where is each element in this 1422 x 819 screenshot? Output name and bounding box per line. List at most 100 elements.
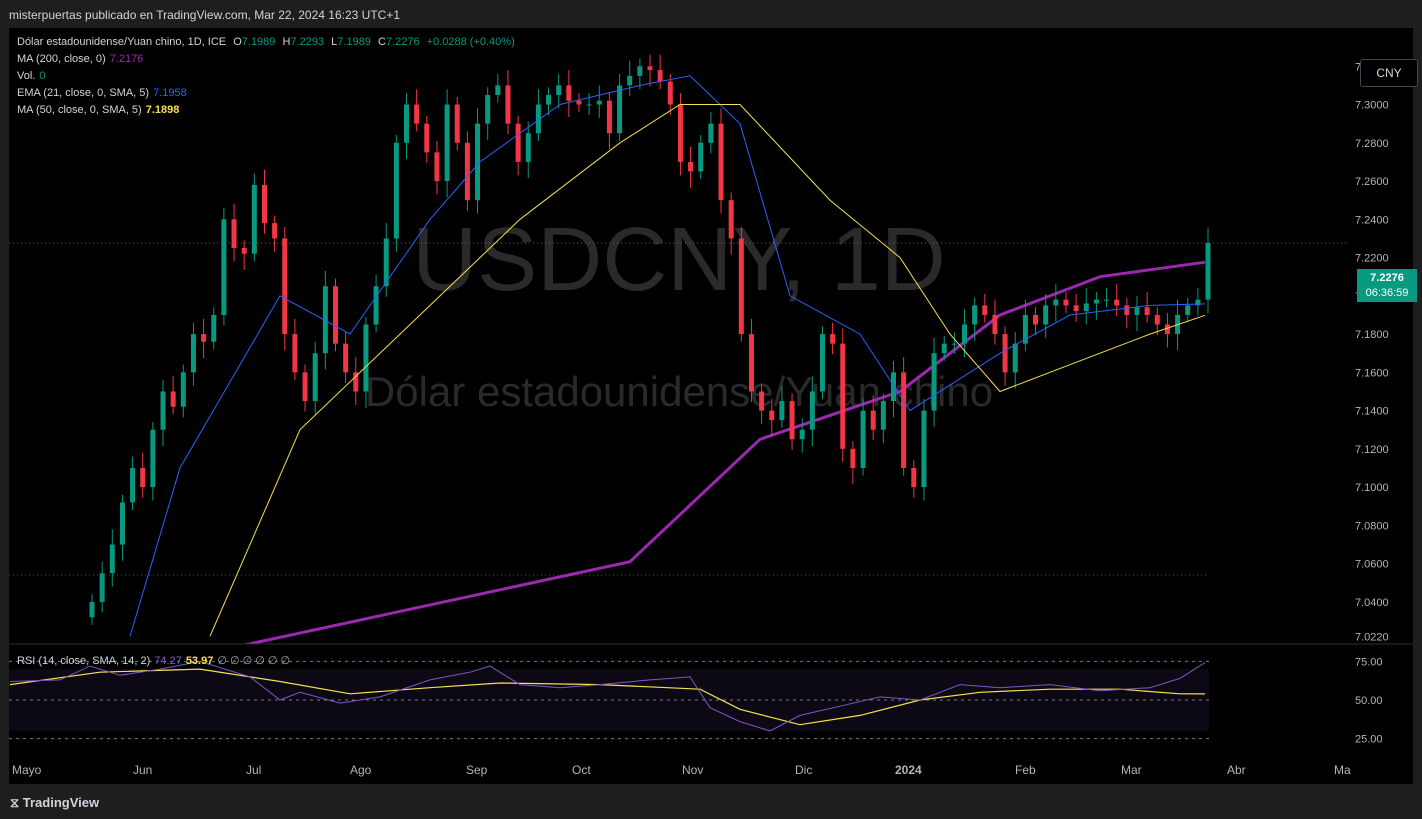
candle-body	[1104, 299, 1110, 301]
candle-body	[180, 372, 186, 407]
candle-body	[962, 324, 968, 344]
candle	[1033, 307, 1039, 336]
candle-body	[1073, 305, 1079, 312]
candle-body	[901, 372, 907, 468]
legend-vol-row[interactable]: Vol. 0	[17, 70, 45, 82]
candle-body	[393, 142, 399, 239]
legend-rsi-empty: ∅ ∅ ∅ ∅ ∅ ∅	[217, 655, 291, 667]
candle-body	[951, 343, 957, 345]
legend-ma200-value: 7.2176	[109, 53, 144, 65]
candle	[819, 326, 825, 400]
candle	[251, 173, 257, 262]
candle	[708, 112, 714, 154]
candle	[546, 87, 552, 116]
bar-countdown: 06:36:59	[1365, 287, 1409, 299]
y-tick-label: 7.2800	[1355, 138, 1389, 150]
footer-bar: ⧖ TradingView	[0, 786, 1422, 819]
chart-canvas[interactable]: USDCNY, 1D Dólar estadounidense/Yuan chi…	[9, 28, 1413, 784]
candle	[901, 357, 907, 476]
legend-low: 7.1989	[337, 36, 371, 48]
candle-body	[1124, 305, 1130, 315]
candle-body	[576, 100, 582, 105]
candle-body	[444, 104, 450, 182]
candle	[890, 360, 896, 418]
candle	[647, 54, 653, 87]
candle-body	[688, 161, 694, 172]
candle-body	[809, 391, 815, 430]
candle	[414, 89, 420, 132]
candle-body	[434, 152, 440, 182]
legend-ma50-row[interactable]: MA (50, close, 0, SMA, 5) 7.1898	[17, 104, 179, 116]
candle	[606, 93, 612, 150]
chart-frame[interactable]: USDCNY, 1D Dólar estadounidense/Yuan chi…	[9, 28, 1418, 784]
candle	[566, 70, 572, 117]
candle	[150, 422, 156, 501]
candle	[404, 93, 410, 160]
candle-body	[1033, 314, 1039, 325]
candle-body	[911, 468, 917, 488]
legend-l-label: L	[331, 36, 338, 48]
candle-body	[1002, 334, 1008, 373]
candle	[180, 364, 186, 418]
candle-body	[1144, 307, 1150, 315]
legend-rsi-row[interactable]: RSI (14, close, SMA, 14, 2) 74.27 53.97 ∅ ∅…	[17, 654, 290, 667]
legend-rsi-label: RSI (14, close, SMA, 14, 2)	[17, 655, 151, 667]
watermark: USDCNY, 1D Dólar estadounidense/Yuan chi…	[365, 210, 993, 415]
y-tick-label: 7.2400	[1355, 214, 1389, 226]
candle-body	[657, 70, 663, 82]
rsi-ma-line	[9, 668, 1206, 726]
candle-body	[272, 223, 278, 239]
candle-body	[890, 372, 896, 402]
candle	[434, 140, 440, 195]
legend-ema21-value: 7.1958	[153, 87, 187, 99]
candle-body	[698, 142, 704, 172]
candle-body	[464, 142, 470, 201]
candle-body	[759, 391, 765, 411]
candle	[160, 380, 166, 446]
y-tick-label: 7.1000	[1355, 482, 1389, 494]
y-tick-label: 7.1200	[1355, 444, 1389, 456]
candle-body	[109, 544, 115, 574]
legend-high: 7.2293	[290, 36, 325, 48]
candle-body	[190, 334, 196, 373]
candle-body	[546, 94, 552, 105]
x-tick-label: Jun	[133, 763, 152, 777]
candle	[586, 93, 592, 116]
candle-body	[556, 85, 562, 95]
legend-symbol: Dólar estadounidense/Yuan chino, 1D, ICE	[17, 36, 227, 48]
candle-body	[992, 314, 998, 335]
candle-body	[454, 104, 460, 143]
candle	[1154, 307, 1160, 336]
x-tick-label: Ago	[350, 763, 372, 777]
candle	[211, 307, 217, 350]
legend-ema21-row[interactable]: EMA (21, close, 0, SMA, 5) 7.1958	[17, 87, 187, 99]
candle-body	[211, 314, 217, 342]
candle	[769, 399, 775, 437]
candle-body	[840, 343, 846, 449]
candle	[119, 494, 125, 561]
candle	[363, 316, 369, 408]
rsi-line	[9, 660, 1206, 732]
candle-body	[525, 133, 531, 162]
candle-body	[748, 334, 754, 392]
tradingview-logo: ⧖ TradingView	[10, 795, 99, 811]
legend-ema21-label: EMA (21, close, 0, SMA, 5)	[17, 87, 150, 99]
candle	[809, 376, 815, 446]
candle	[1104, 288, 1110, 308]
candle-body	[819, 334, 825, 392]
candle	[738, 226, 744, 342]
candle	[221, 207, 227, 326]
currency-button[interactable]: CNY	[1360, 59, 1418, 87]
candle-body	[485, 94, 491, 124]
candle	[99, 561, 105, 613]
legend-change: +0.0288 (+0.40%)	[426, 36, 515, 48]
candle-body	[1114, 299, 1120, 306]
candle-body	[830, 334, 836, 344]
candle-body	[647, 66, 653, 71]
candle	[880, 393, 886, 444]
candle	[312, 341, 318, 415]
candle-body	[231, 219, 237, 248]
candle	[911, 460, 917, 498]
legend-ma200-row[interactable]: MA (200, close, 0) 7.2176	[17, 53, 143, 65]
candle-body	[383, 238, 389, 287]
